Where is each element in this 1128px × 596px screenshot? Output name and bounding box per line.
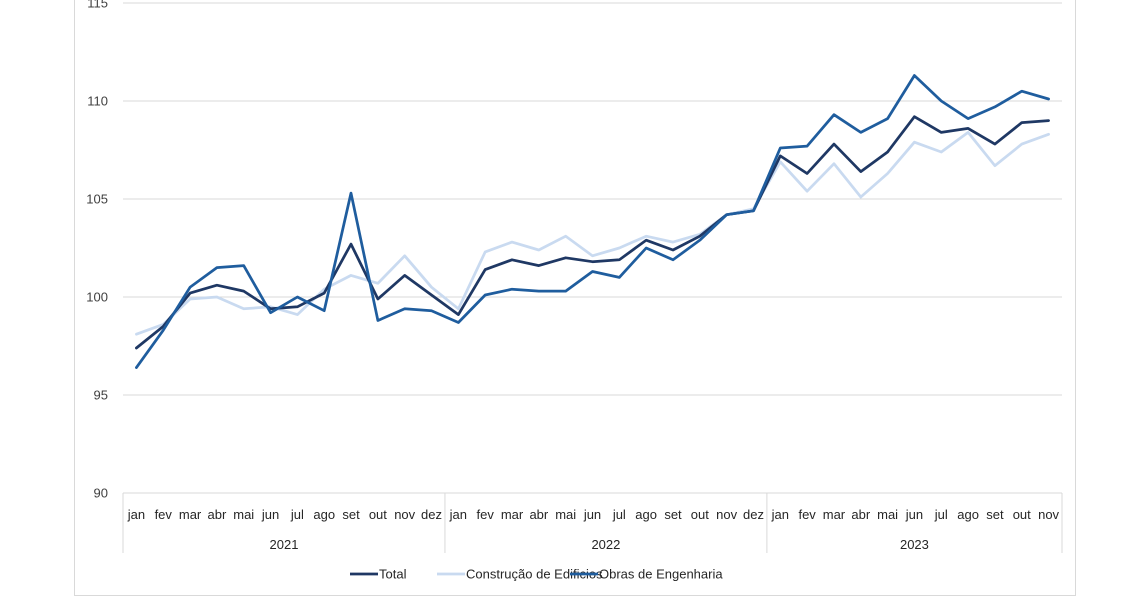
x-tick-label: mai [233,507,254,522]
x-tick-label: jul [612,507,626,522]
series-line [135,115,1050,350]
x-tick-label: nov [716,507,737,522]
x-tick-label: jan [127,507,145,522]
y-tick-label: 105 [86,192,108,207]
x-tick-label: fev [798,507,816,522]
x-tick-label: out [369,507,387,522]
x-tick-label: fev [155,507,173,522]
x-tick-label: dez [421,507,442,522]
y-tick-label: 115 [87,0,108,11]
series-line [135,74,1050,369]
x-tick-label: jan [771,507,789,522]
x-tick-label: set [986,507,1004,522]
year-label: 2023 [900,537,929,552]
legend-label: Total [379,567,407,582]
y-tick-label: 100 [86,290,108,305]
x-tick-label: mar [179,507,202,522]
y-tick-label: 95 [94,388,108,403]
series-lines [135,74,1050,369]
x-tick-label: jun [583,507,601,522]
x-tick-label: mai [877,507,898,522]
x-tick-label: abr [851,507,870,522]
y-tick-label: 110 [87,94,108,109]
x-tick-label: mar [501,507,524,522]
x-tick-label: fev [477,507,495,522]
x-tick-label: mai [555,507,576,522]
x-tick-label: abr [529,507,548,522]
chart-area [74,0,1076,596]
year-label: 2022 [591,537,620,552]
x-tick-label: ago [957,507,979,522]
x-tick-label: jul [290,507,304,522]
x-tick-label: set [342,507,360,522]
series-line [135,131,1050,336]
year-label: 2021 [270,537,299,552]
x-tick-label: nov [394,507,415,522]
x-tick-label: jun [905,507,923,522]
legend-label: Construção de Edificios [466,567,603,582]
x-tick-label: out [1013,507,1031,522]
gridlines [123,2,1062,494]
x-tick-label: ago [635,507,657,522]
x-tick-label: jan [449,507,467,522]
x-tick-label: nov [1038,507,1059,522]
x-axis: jan fev mar abr mai jun jul ago set out nov dez jan f… [122,493,1063,553]
legend-label: Obras de Engenharia [599,567,723,582]
y-tick-label: 90 [94,486,108,501]
x-tick-label: abr [208,507,227,522]
x-tick-label: mar [823,507,846,522]
x-tick-label: out [691,507,709,522]
x-tick-label: dez [743,507,764,522]
x-tick-label: jul [934,507,948,522]
x-tick-label: jun [261,507,279,522]
y-axis-ticks: 90 95 100 105 110 115 [86,0,108,501]
x-tick-label: set [664,507,682,522]
x-tick-label: ago [313,507,335,522]
